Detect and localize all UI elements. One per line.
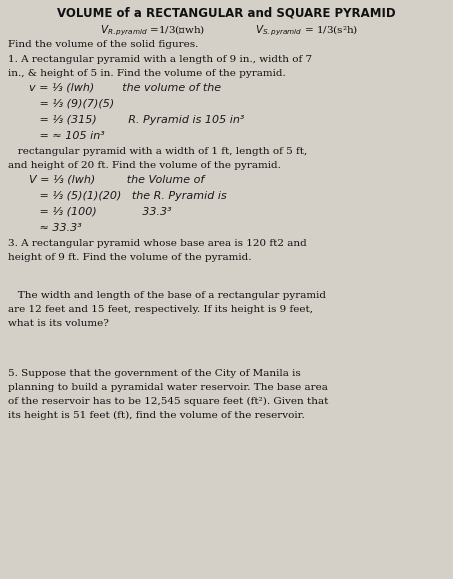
- Text: $V_{R.pyramid}$ =1/3(ℓwh): $V_{R.pyramid}$ =1/3(ℓwh): [100, 24, 205, 38]
- Text: = ⅓ (100)             33.3³: = ⅓ (100) 33.3³: [8, 207, 172, 217]
- Text: V = ⅓ (lwh)         the Volume of: V = ⅓ (lwh) the Volume of: [8, 175, 204, 185]
- Text: are 12 feet and 15 feet, respectively. If its height is 9 feet,: are 12 feet and 15 feet, respectively. I…: [8, 305, 313, 314]
- Text: height of 9 ft. Find the volume of the pyramid.: height of 9 ft. Find the volume of the p…: [8, 253, 251, 262]
- Text: of the reservoir has to be 12,545 square feet (ft²). Given that: of the reservoir has to be 12,545 square…: [8, 397, 328, 406]
- Text: 3. A rectangular pyramid whose base area is 120 ft2 and: 3. A rectangular pyramid whose base area…: [8, 239, 307, 248]
- Text: Find the volume of the solid figures.: Find the volume of the solid figures.: [8, 40, 198, 49]
- Text: = ⅓ (315)         R. Pyramid is 105 in³: = ⅓ (315) R. Pyramid is 105 in³: [8, 115, 244, 125]
- Text: = ⅓ (5)(1)(20)   the R. Pyramid is: = ⅓ (5)(1)(20) the R. Pyramid is: [8, 191, 227, 201]
- Text: v = ⅓ (lwh)        the volume of the: v = ⅓ (lwh) the volume of the: [8, 83, 221, 93]
- Text: = ≈ 105 in³: = ≈ 105 in³: [8, 131, 105, 141]
- Text: 1. A rectangular pyramid with a length of 9 in., width of 7: 1. A rectangular pyramid with a length o…: [8, 55, 312, 64]
- Text: 5. Suppose that the government of the City of Manila is: 5. Suppose that the government of the Ci…: [8, 369, 301, 378]
- Text: planning to build a pyramidal water reservoir. The base area: planning to build a pyramidal water rese…: [8, 383, 328, 392]
- Text: VOLUME of a RECTANGULAR and SQUARE PYRAMID: VOLUME of a RECTANGULAR and SQUARE PYRAM…: [57, 6, 395, 19]
- Text: $V_{S.pyramid}$ = 1/3(s²h): $V_{S.pyramid}$ = 1/3(s²h): [255, 24, 358, 38]
- Text: The width and length of the base of a rectangular pyramid: The width and length of the base of a re…: [8, 291, 326, 300]
- Text: and height of 20 ft. Find the volume of the pyramid.: and height of 20 ft. Find the volume of …: [8, 161, 281, 170]
- Text: its height is 51 feet (ft), find the volume of the reservoir.: its height is 51 feet (ft), find the vol…: [8, 411, 305, 420]
- Text: ≈ 33.3³: ≈ 33.3³: [8, 223, 82, 233]
- Text: = ⅓ (9)(7)(5): = ⅓ (9)(7)(5): [8, 99, 114, 109]
- Text: what is its volume?: what is its volume?: [8, 319, 109, 328]
- Text: rectangular pyramid with a width of 1 ft, length of 5 ft,: rectangular pyramid with a width of 1 ft…: [8, 147, 307, 156]
- Text: in., & height of 5 in. Find the volume of the pyramid.: in., & height of 5 in. Find the volume o…: [8, 69, 286, 78]
